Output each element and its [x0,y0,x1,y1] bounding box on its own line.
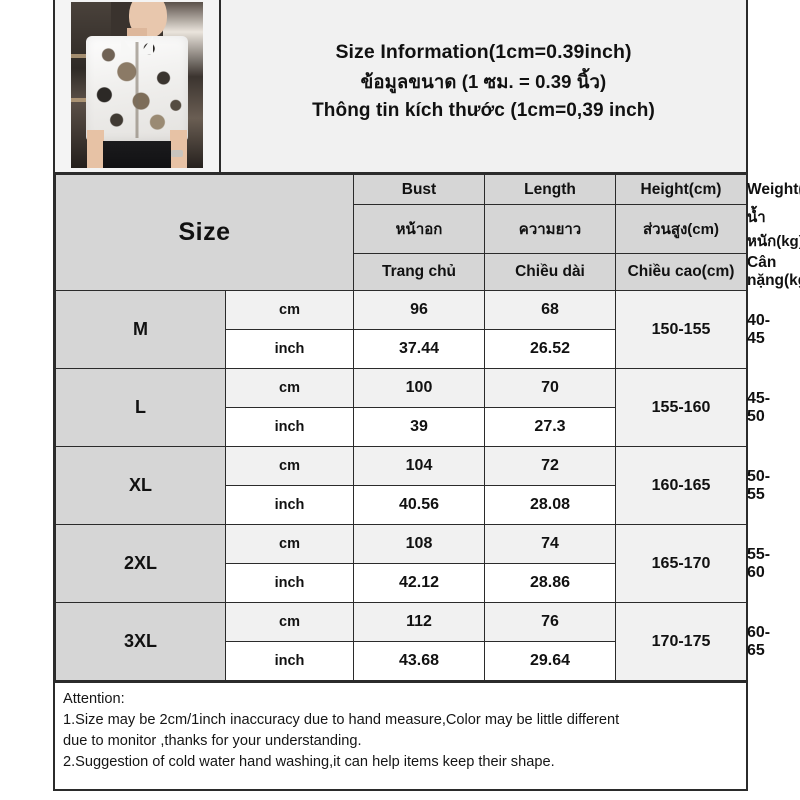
height-cell: 150-155 [615,290,747,369]
size-header-cell: Size [55,174,354,291]
table-row: inch 37.44 26.52 [56,329,747,369]
model-arm-right [170,130,188,168]
unit-cell-inch: inch [225,329,354,369]
length-cm-cell: 72 [484,446,616,486]
unit-cell-inch: inch [225,485,354,525]
title-line-english: Size Information(1cm=0.39inch) [335,40,632,63]
unit-cell-cm: cm [225,602,354,642]
wrist-watch [171,150,184,157]
length-inch-cell: 29.64 [484,641,616,681]
header-height-vi: Chiều cao(cm) [615,253,747,291]
length-inch-cell: 27.3 [484,407,616,447]
length-inch-cell: 28.08 [484,485,616,525]
product-photo-image [71,2,203,168]
shirt-collar-left [121,36,135,54]
length-cm-cell: 70 [484,368,616,408]
bust-cm-cell: 112 [353,602,485,642]
header-bust-en: Bust [353,174,485,205]
header-band: Size Information(1cm=0.39inch) ข้อมูลขนา… [55,0,746,174]
height-cell: 160-165 [615,446,747,525]
height-cell: 165-170 [615,524,747,603]
header-bust-vi: Trang chủ [353,253,485,291]
header-bust-th: หน้าอก [353,204,485,254]
unit-cell-inch: inch [225,641,354,681]
bust-cm-cell: 96 [353,290,485,330]
bust-cm-cell: 104 [353,446,485,486]
unit-cell-cm: cm [225,446,354,486]
size-label-cell: 2XL [55,524,226,603]
size-table: Size Bust Length Height(cm) Weight(kg) ห… [55,174,800,681]
table-row: 2XL cm 108 74 165-170 55-60 [55,524,770,603]
unit-cell-inch: inch [225,563,354,603]
shirt-collar-right [139,36,153,54]
bust-cm-cell: 108 [353,524,485,564]
header-row-english: Size Bust Length Height(cm) Weight(kg) [55,174,800,291]
header-row-vietnamese: Trang chủ Chiều dài Chiều cao(cm) Cân nặ… [56,253,800,291]
title-line-vietnamese: Thông tin kích thước (1cm=0,39 inch) [312,99,655,121]
unit-cell-inch: inch [225,407,354,447]
title-line-thai: ข้อมูลขนาด (1 ซม. = 0.39 นิ้ว) [360,70,607,92]
size-chart-frame: Size Information(1cm=0.39inch) ข้อมูลขนา… [53,0,800,791]
height-cell: 155-160 [615,368,747,447]
length-cm-cell: 76 [484,602,616,642]
title-block: Size Information(1cm=0.39inch) ข้อมูลขนา… [221,0,746,172]
table-row: inch 40.56 28.08 [56,485,747,525]
model-arm-left [86,130,104,168]
product-photo-cell [55,0,221,172]
attention-note-1-line-2: due to monitor ,thanks for your understa… [63,733,362,749]
height-cell: 170-175 [615,602,747,681]
length-inch-cell: 28.86 [484,563,616,603]
bust-inch-cell: 42.12 [353,563,485,603]
header-length-th: ความยาว [484,204,616,254]
header-height-en: Height(cm) [615,174,747,205]
length-cm-cell: 68 [484,290,616,330]
bust-inch-cell: 40.56 [353,485,485,525]
table-row: inch 42.12 28.86 [56,563,747,603]
model-trousers [102,141,172,168]
attention-block: Attention: 1.Size may be 2cm/1inch inacc… [55,681,746,789]
attention-note-1-line-1: 1.Size may be 2cm/1inch inaccuracy due t… [63,712,620,728]
header-length-en: Length [484,174,616,205]
attention-heading: Attention: [63,691,125,707]
bust-inch-cell: 43.68 [353,641,485,681]
table-head: Size Bust Length Height(cm) Weight(kg) ห… [55,174,800,291]
unit-cell-cm: cm [225,368,354,408]
table-row: inch 43.68 29.64 [56,641,747,681]
bust-inch-cell: 37.44 [353,329,485,369]
length-inch-cell: 26.52 [484,329,616,369]
header-length-vi: Chiều dài [484,253,616,291]
bust-cm-cell: 100 [353,368,485,408]
unit-cell-cm: cm [225,290,354,330]
attention-note-2: 2.Suggestion of cold water hand washing,… [63,754,555,770]
header-height-th: ส่วนสูง(cm) [615,204,747,254]
size-label-cell: 3XL [55,602,226,681]
length-cm-cell: 74 [484,524,616,564]
size-label-cell: XL [55,446,226,525]
table-row: XL cm 104 72 160-165 50-55 [55,446,770,525]
size-label-cell: L [55,368,226,447]
unit-cell-cm: cm [225,524,354,564]
shirt-placket [135,42,139,138]
size-label-cell: M [55,290,226,369]
table-row: 3XL cm 112 76 170-175 60-65 [55,602,770,681]
bust-inch-cell: 39 [353,407,485,447]
